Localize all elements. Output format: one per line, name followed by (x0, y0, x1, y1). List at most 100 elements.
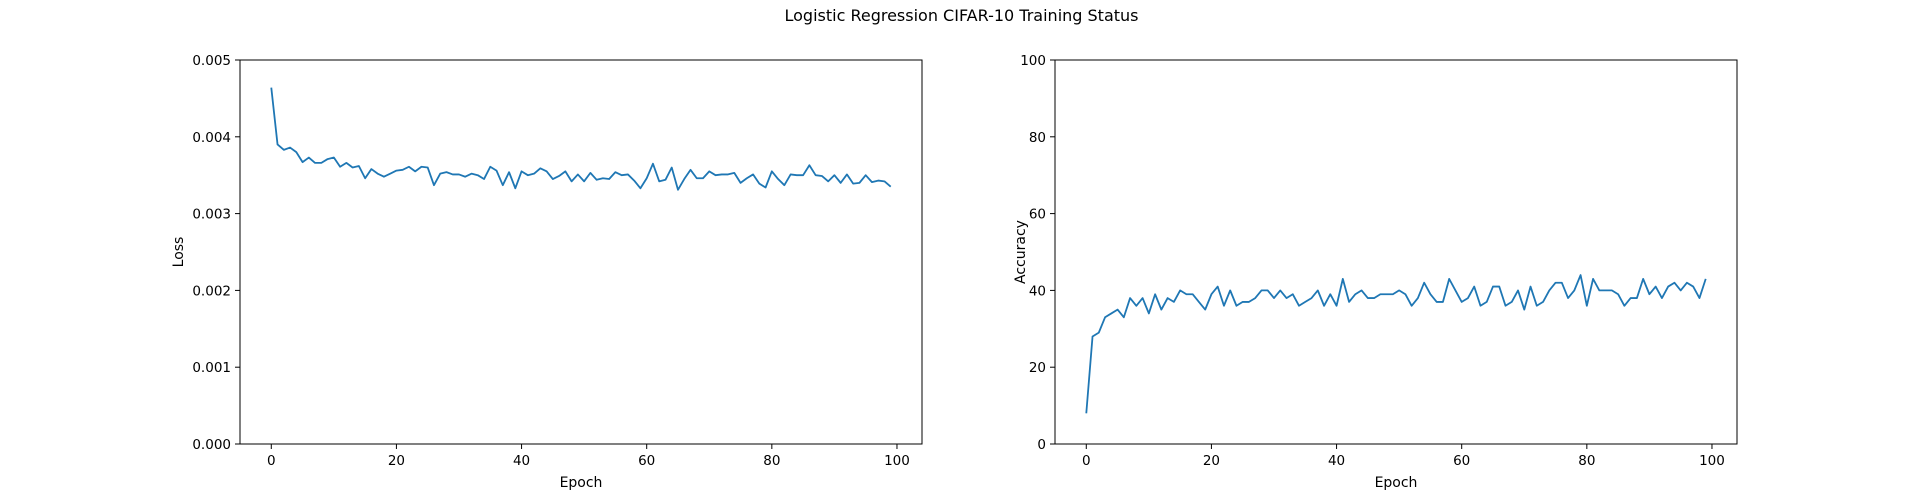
accuracy-data-point (1235, 305, 1237, 307)
accuracy-data-point (1210, 293, 1212, 295)
accuracy-data-point (1523, 308, 1525, 310)
loss-data-point (608, 178, 610, 180)
loss-data-point (270, 86, 272, 88)
accuracy-data-point (1110, 312, 1112, 314)
loss-ytick-label: 0.001 (192, 360, 231, 376)
loss-ytick-label: 0.005 (192, 53, 231, 69)
accuracy-data-point (1179, 289, 1181, 291)
accuracy-data-point (1304, 301, 1306, 303)
loss-data-point (389, 172, 391, 174)
loss-data-point (452, 173, 454, 175)
accuracy-xtick-label: 40 (1328, 453, 1345, 469)
accuracy-data-point (1104, 316, 1106, 318)
accuracy-data-point (1342, 278, 1344, 280)
accuracy-data-point (1298, 305, 1300, 307)
accuracy-data-point (1579, 274, 1581, 276)
loss-data-point (520, 170, 522, 172)
loss-axes-frame (239, 59, 923, 445)
loss-data-point (858, 182, 860, 184)
loss-data-point (783, 184, 785, 186)
loss-data-point (508, 171, 510, 173)
accuracy-data-point (1335, 305, 1337, 307)
loss-ytick-label: 0.004 (192, 130, 231, 146)
loss-data-point (890, 186, 892, 188)
loss-data-point (545, 170, 547, 172)
loss-xtick-label: 80 (763, 453, 780, 469)
accuracy-data-point (1317, 289, 1319, 291)
accuracy-data-point (1623, 305, 1625, 307)
loss-data-point (433, 184, 435, 186)
loss-data-point (696, 177, 698, 179)
loss-ytick-label: 0.003 (192, 207, 231, 223)
loss-data-point (514, 187, 516, 189)
loss-data-point (401, 169, 403, 171)
loss-data-point (533, 172, 535, 174)
loss-xtick-label: 0 (267, 453, 276, 469)
loss-data-point (583, 180, 585, 182)
loss-data-point (789, 173, 791, 175)
accuracy-xtick-label: 0 (1082, 453, 1091, 469)
accuracy-data-point (1679, 289, 1681, 291)
loss-data-point (339, 166, 341, 168)
loss-data-point (295, 151, 297, 153)
loss-xtick-label: 40 (513, 453, 530, 469)
loss-data-point (877, 179, 879, 181)
loss-data-point (652, 162, 654, 164)
accuracy-data-point (1461, 301, 1463, 303)
loss-data-point (758, 182, 760, 184)
accuracy-data-point (1554, 282, 1556, 284)
loss-data-point (383, 176, 385, 178)
loss-data-point (821, 175, 823, 177)
loss-data-point (408, 166, 410, 168)
loss-data-point (852, 182, 854, 184)
loss-data-point (639, 187, 641, 189)
loss-data-point (827, 180, 829, 182)
accuracy-data-point (1417, 297, 1419, 299)
loss-data-point (464, 176, 466, 178)
loss-data-point (671, 166, 673, 168)
loss-data-point (614, 171, 616, 173)
accuracy-data-point (1586, 305, 1588, 307)
accuracy-data-point (1454, 289, 1456, 291)
loss-data-point (708, 170, 710, 172)
accuracy-data-point (1273, 297, 1275, 299)
accuracy-data-point (1511, 301, 1513, 303)
figure-title: Logistic Regression CIFAR-10 Training St… (784, 6, 1139, 25)
loss-data-point (477, 174, 479, 176)
loss-data-point (839, 182, 841, 184)
accuracy-xtick-label: 80 (1578, 453, 1595, 469)
accuracy-data-point (1567, 297, 1569, 299)
loss-data-point (333, 156, 335, 158)
loss-data-point (326, 158, 328, 160)
accuracy-data-point (1254, 297, 1256, 299)
loss-data-point (727, 173, 729, 175)
loss-data-point (458, 173, 460, 175)
accuracy-data-point (1536, 305, 1538, 307)
accuracy-xtick-label: 100 (1699, 453, 1725, 469)
loss-data-point (602, 177, 604, 179)
accuracy-data-point (1467, 297, 1469, 299)
accuracy-data-point (1698, 297, 1700, 299)
accuracy-ytick-label: 40 (1029, 283, 1046, 299)
accuracy-data-point (1091, 335, 1093, 337)
loss-data-point (796, 174, 798, 176)
loss-data-point (702, 177, 704, 179)
loss-data-point (664, 179, 666, 181)
accuracy-data-point (1135, 305, 1137, 307)
loss-data-point (558, 175, 560, 177)
accuracy-xtick-label: 60 (1453, 453, 1470, 469)
loss-data-point (470, 172, 472, 174)
loss-data-point (739, 182, 741, 184)
accuracy-data-point (1486, 301, 1488, 303)
loss-data-point (351, 166, 353, 168)
accuracy-ytick-label: 100 (1020, 53, 1046, 69)
loss-data-point (364, 177, 366, 179)
accuracy-data-point (1629, 297, 1631, 299)
loss-data-point (733, 172, 735, 174)
accuracy-data-point (1498, 285, 1500, 287)
accuracy-data-point (1573, 289, 1575, 291)
loss-data-point (370, 168, 372, 170)
accuracy-data-point (1686, 282, 1688, 284)
loss-data-point (771, 170, 773, 172)
